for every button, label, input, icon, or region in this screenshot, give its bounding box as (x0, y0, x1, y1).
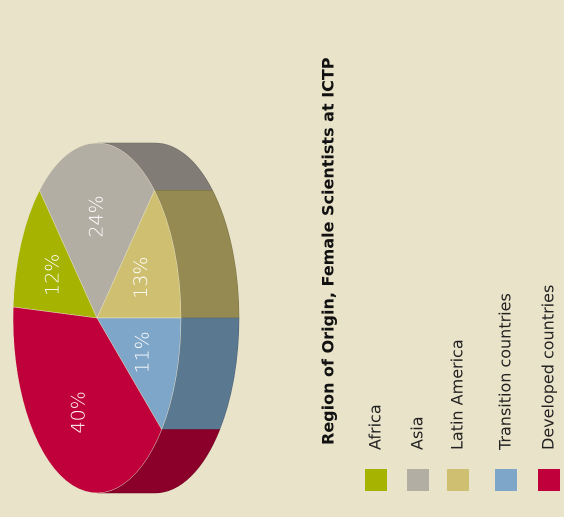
legend-swatch (538, 469, 560, 491)
legend-label: Latin America (448, 339, 467, 450)
legend-label: Africa (366, 404, 385, 450)
value-label: 12% (41, 254, 63, 296)
chart-title: Region of Origin, Female Scientists at I… (319, 57, 338, 445)
value-label: 40% (68, 391, 90, 433)
legend-label: Transition countries (496, 293, 515, 451)
value-label: 24% (86, 195, 108, 237)
legend-swatch (495, 469, 517, 491)
legend-label: Developed countries (539, 285, 558, 450)
legend-swatch (407, 469, 429, 491)
legend-label: Asia (408, 416, 427, 450)
legend-swatch (365, 469, 387, 491)
value-label: 13% (130, 257, 152, 299)
chart: Region of Origin, Female Scientists at I… (0, 0, 564, 517)
value-label: 11% (131, 331, 153, 373)
page: Region of Origin, Female Scientists at I… (0, 0, 564, 517)
legend-swatch (447, 469, 469, 491)
